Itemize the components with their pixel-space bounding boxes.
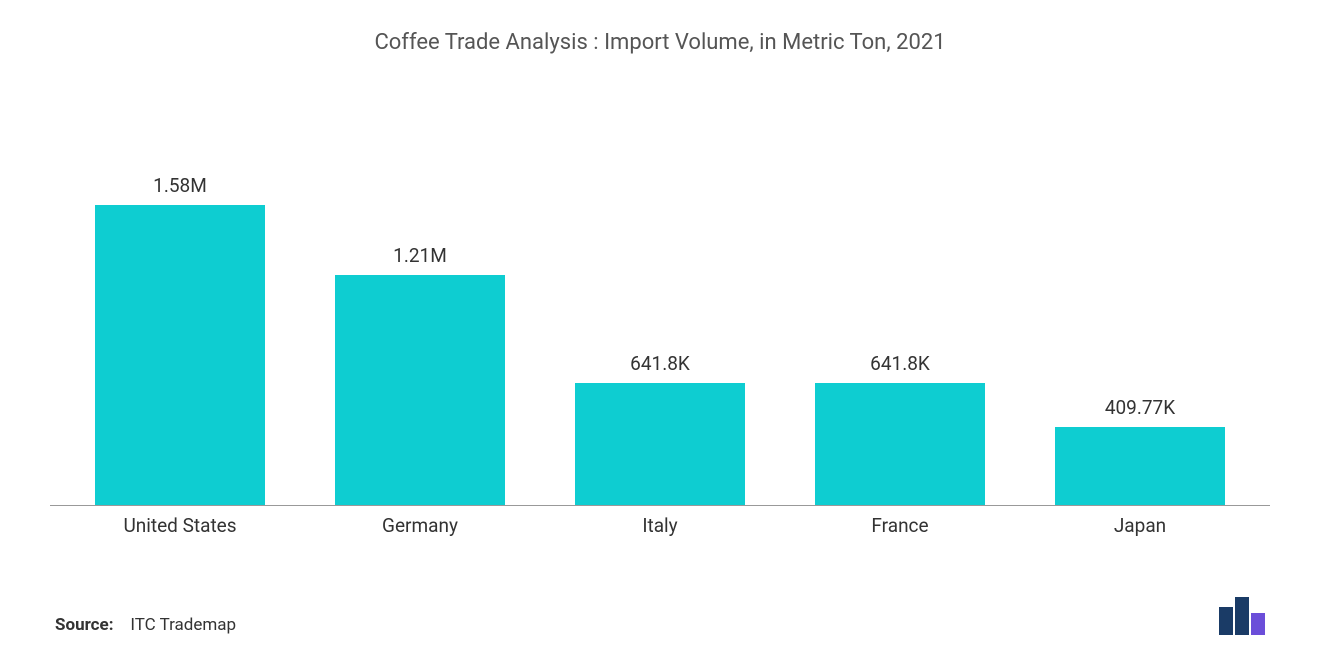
bar-group: 409.77K <box>1020 75 1260 505</box>
bar-value-label: 1.58M <box>153 174 207 197</box>
chart-title: Coffee Trade Analysis : Import Volume, i… <box>50 30 1270 55</box>
bar-value-label: 641.8K <box>870 352 930 375</box>
logo-bar-icon <box>1219 607 1233 635</box>
bar-group: 1.58M <box>60 75 300 505</box>
bar-group: 1.21M <box>300 75 540 505</box>
bar-value-label: 409.77K <box>1105 396 1175 419</box>
bar-value-label: 1.21M <box>393 244 447 267</box>
plot-area: 1.58M 1.21M 641.8K 641.8K 409.77K <box>50 75 1270 506</box>
logo-bar-icon <box>1235 597 1249 635</box>
x-axis-label: United States <box>60 514 300 537</box>
bar <box>335 275 505 505</box>
source-citation: Source: ITC Trademap <box>55 615 236 635</box>
bar <box>575 383 745 505</box>
x-axis-label: France <box>780 514 1020 537</box>
x-axis-labels: United StatesGermanyItalyFranceJapan <box>50 514 1270 537</box>
brand-logo <box>1219 597 1265 635</box>
chart-container: Coffee Trade Analysis : Import Volume, i… <box>0 0 1320 665</box>
bar-value-label: 641.8K <box>630 352 690 375</box>
source-text: ITC Trademap <box>130 615 236 635</box>
x-axis-label: Italy <box>540 514 780 537</box>
bar <box>95 205 265 505</box>
chart-footer: Source: ITC Trademap <box>50 597 1270 635</box>
bar-group: 641.8K <box>540 75 780 505</box>
x-axis-label: Germany <box>300 514 540 537</box>
bar <box>815 383 985 505</box>
source-label: Source: <box>55 615 113 635</box>
bar-group: 641.8K <box>780 75 1020 505</box>
bar <box>1055 427 1225 505</box>
x-axis-label: Japan <box>1020 514 1260 537</box>
logo-bar-icon <box>1251 613 1265 635</box>
